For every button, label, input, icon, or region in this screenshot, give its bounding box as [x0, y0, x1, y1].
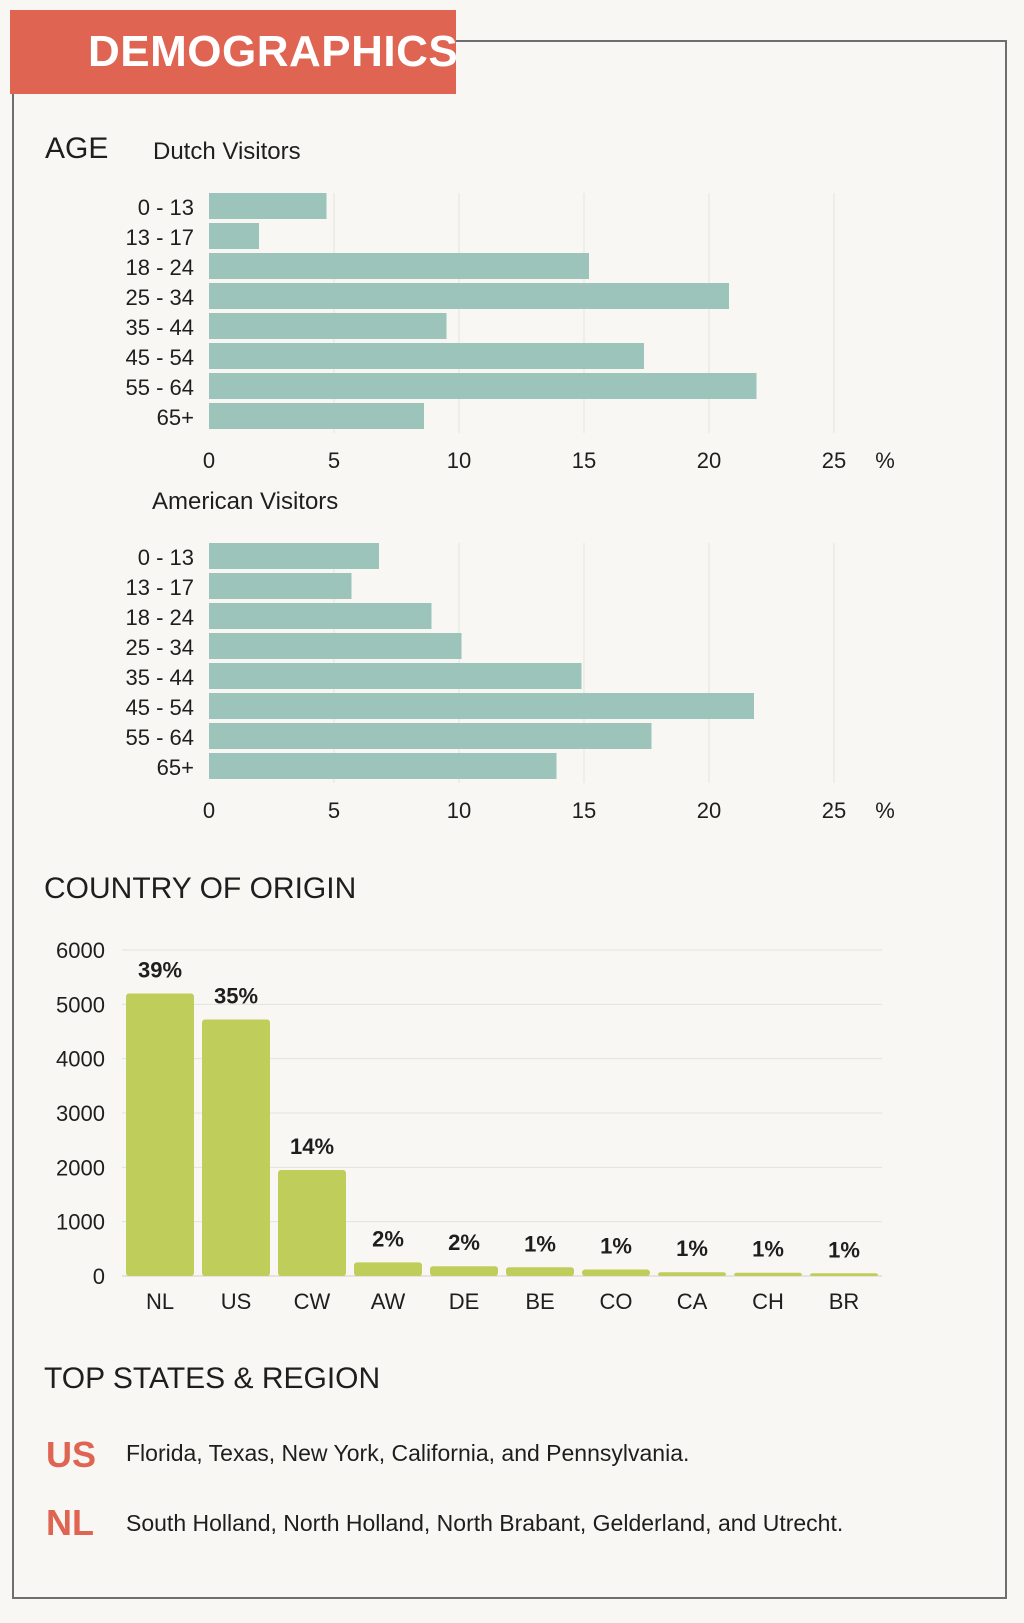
content-frame	[12, 40, 1007, 1599]
section-banner: DEMOGRAPHICS	[10, 10, 459, 94]
region-text-nl: South Holland, North Holland, North Brab…	[126, 1510, 844, 1536]
region-code-us: US	[46, 1434, 97, 1475]
states-section-title: TOP STATES & REGION	[44, 1362, 381, 1395]
region-text-us: Florida, Texas, New York, California, an…	[126, 1440, 690, 1466]
dutch-chart-title: Dutch Visitors	[153, 138, 301, 165]
age-section-title: AGE	[45, 132, 109, 165]
banner-title: DEMOGRAPHICS	[88, 27, 459, 76]
american-chart-title: American Visitors	[152, 488, 339, 515]
country-section-title: COUNTRY OF ORIGIN	[44, 872, 357, 905]
region-code-nl: NL	[46, 1502, 94, 1543]
